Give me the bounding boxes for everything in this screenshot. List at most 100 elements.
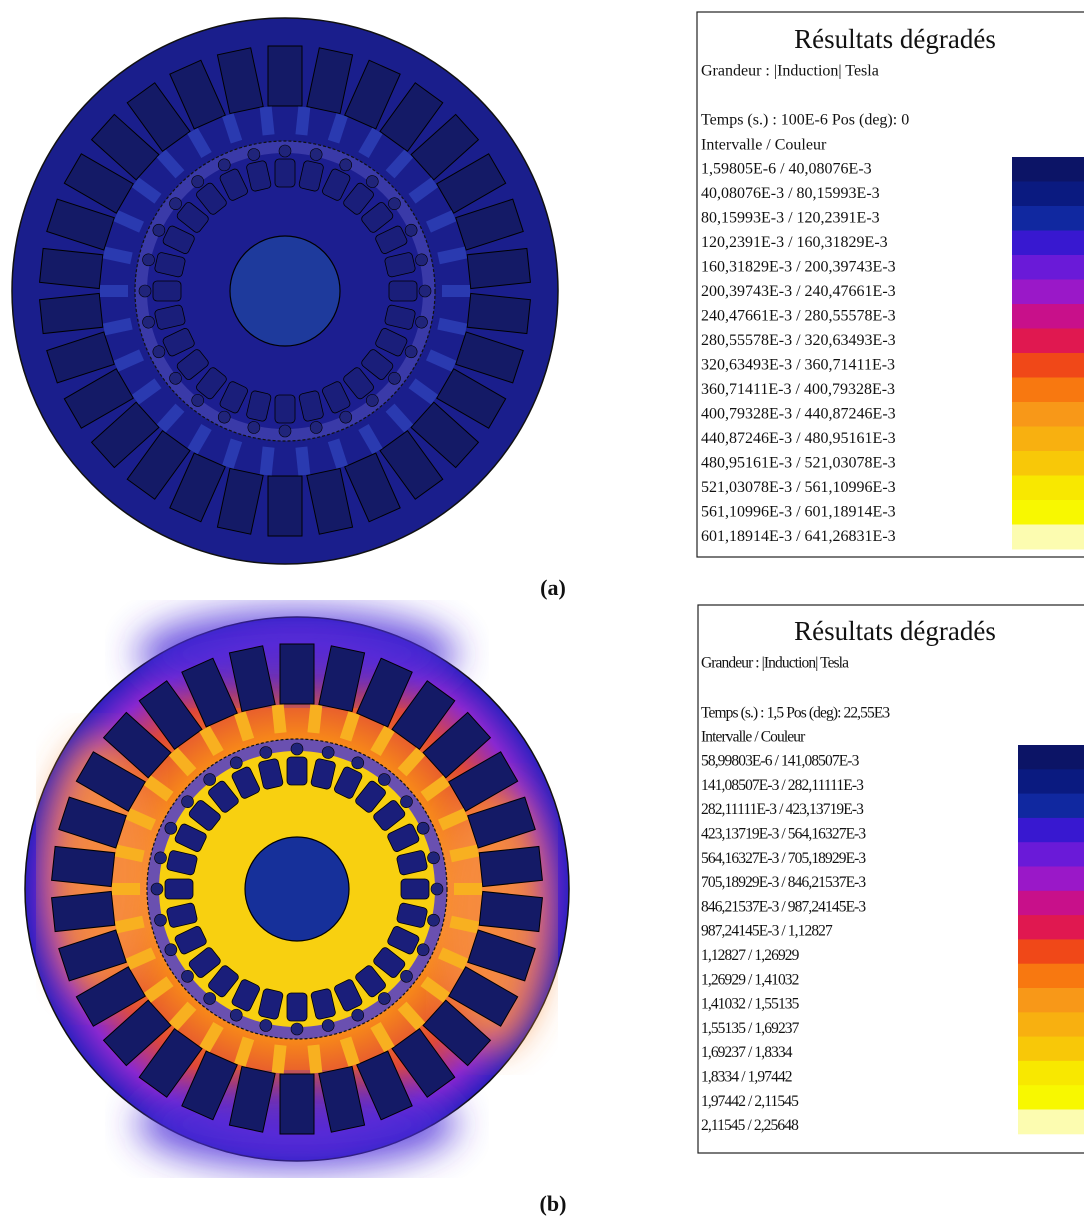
legend-swatch [1012,451,1084,476]
legend-swatch [1012,304,1084,329]
legend-title: Résultats dégradés [794,616,996,646]
legend-swatch [1012,353,1084,378]
legend-time: Temps (s.) : 100E-6 Pos (deg): 0 [701,112,909,129]
legend-swatch [1012,378,1084,403]
legend-swatch [1018,1061,1084,1086]
stator-slot [52,846,115,886]
legend-swatch [1018,842,1084,867]
legend-interval: 1,69237 / 1,8334 [701,1044,793,1061]
legend-interval: 423,13719E-3 / 564,16327E-3 [701,825,866,842]
rotor-bar [165,879,193,899]
stator-tooth [454,883,482,895]
stator-slot [280,1074,314,1134]
rotor-bar [287,757,307,785]
legend-swatch [1012,231,1084,256]
legend-interval: 280,55578E-3 / 320,63493E-3 [701,332,896,349]
stator-slot [479,846,542,886]
rotor-bar [287,993,307,1021]
figure: Résultats dégradés Grandeur : |Induction|… [0,0,1084,1222]
stator-slot [280,644,314,704]
legend-interval: 360,71411E-3 / 400,79328E-3 [701,381,895,398]
legend-interval: 1,59805E-6 / 40,08076E-3 [701,161,872,178]
panel: Résultats dégradés Grandeur : |Induction|… [12,12,1084,600]
legend-interval: 846,21537E-3 / 987,24145E-3 [701,898,866,915]
rotor-bar-head [419,285,431,297]
legend-swatch [1012,500,1084,525]
legend-interval: 80,15993E-3 / 120,2391E-3 [701,210,880,227]
stator-tooth [442,285,470,297]
stator-slot [52,891,115,931]
legend-swatch [1012,427,1084,452]
stator-slot [40,248,103,288]
legend-time: Temps (s.) : 1,5 Pos (deg): 22,55E3 [701,705,890,722]
stator-slot [479,891,542,931]
legend-header: Intervalle / Couleur [701,137,827,154]
rotor-bar-head [279,145,291,157]
legend-interval: 1,41032 / 1,55135 [701,996,800,1013]
rotor-bar [153,281,181,301]
legend-swatch [1018,794,1084,819]
legend-swatch [1012,255,1084,280]
stator-slot [467,248,530,288]
legend-swatch [1018,769,1084,794]
motor-field-map [25,609,569,1169]
legend-interval: 40,08076E-3 / 80,15993E-3 [701,185,880,202]
legend-interval: 1,12827 / 1,26929 [701,947,800,964]
legend-interval: 58,99803E-6 / 141,08507E-3 [701,753,860,770]
rotor-bar-head [139,285,151,297]
rotor-bar [401,879,429,899]
legend-swatch [1012,157,1084,182]
legend-quantity: Grandeur : |Induction| Tesla [701,63,879,80]
legend-swatch [1018,745,1084,770]
stator-slot [40,293,103,333]
rotor-bar-head [291,1023,303,1035]
legend-interval: 561,10996E-3 / 601,18914E-3 [701,504,896,521]
legend-swatch [1012,280,1084,305]
legend-interval: 160,31829E-3 / 200,39743E-3 [701,259,896,276]
legend-interval: 240,47661E-3 / 280,55578E-3 [701,308,896,325]
legend-swatch [1018,939,1084,964]
shaft [230,236,340,346]
legend-interval: 320,63493E-3 / 360,71411E-3 [701,357,895,374]
legend-swatch [1012,525,1084,550]
legend-swatch [1018,891,1084,916]
legend-title: Résultats dégradés [794,24,996,54]
legend-quantity: Grandeur : |Induction| Tesla [701,655,849,672]
rotor-bar [275,159,295,187]
legend-interval: 440,87246E-3 / 480,95161E-3 [701,430,896,447]
legend-interval: 521,03078E-3 / 561,10996E-3 [701,479,896,496]
legend-interval: 2,11545 / 2,25648 [701,1117,799,1134]
legend-swatch [1018,964,1084,989]
rotor-bar-head [279,425,291,437]
stator-slot [268,46,302,106]
legend-swatch [1012,402,1084,427]
rotor-bar-head [431,883,443,895]
rotor-bar-head [151,883,163,895]
legend-swatch [1018,1037,1084,1062]
legend-interval: 1,55135 / 1,69237 [701,1020,800,1037]
legend-interval: 282,11111E-3 / 423,13719E-3 [701,801,864,818]
legend-swatch [1018,1085,1084,1110]
rotor-bar [389,281,417,301]
legend-swatch [1018,988,1084,1013]
legend-swatch [1018,867,1084,892]
legend-interval: 601,18914E-3 / 641,26831E-3 [701,528,896,545]
stator-slot [467,293,530,333]
panel-caption: (a) [540,575,566,600]
rotor-bar-head [291,743,303,755]
legend-interval: 1,26929 / 1,41032 [701,971,799,988]
legend-swatch [1018,818,1084,843]
motor-field-map [12,18,558,564]
legend-swatch [1012,182,1084,207]
stator-tooth [112,883,140,895]
legend-interval: 987,24145E-3 / 1,12827 [701,923,833,940]
panel-caption: (b) [540,1191,567,1216]
panel: Résultats dégradés Grandeur : |Induction|… [25,605,1084,1216]
legend-swatch [1018,1012,1084,1037]
legend-interval: 400,79328E-3 / 440,87246E-3 [701,406,896,423]
legend-interval: 705,18929E-3 / 846,21537E-3 [701,874,866,891]
legend-interval: 200,39743E-3 / 240,47661E-3 [701,283,896,300]
legend-swatch [1018,1110,1084,1135]
legend-swatch [1018,915,1084,940]
legend-interval: 480,95161E-3 / 521,03078E-3 [701,455,896,472]
